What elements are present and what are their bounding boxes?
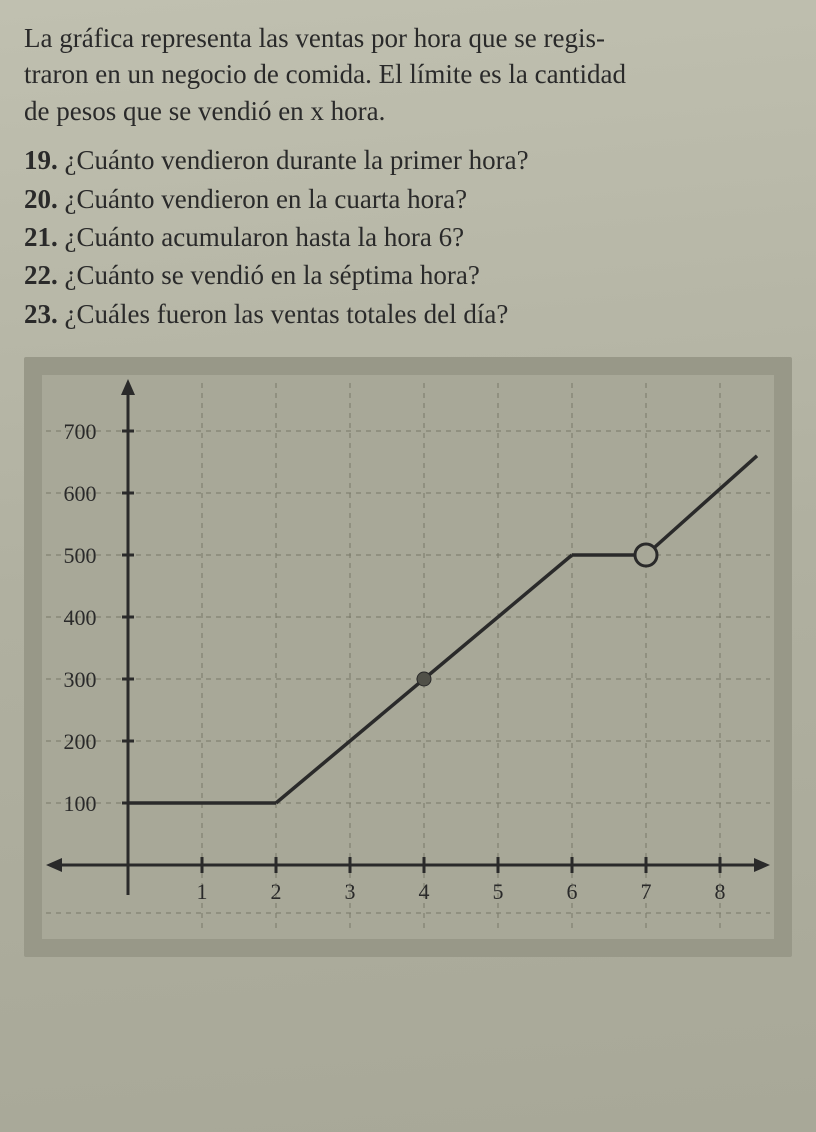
y-tick-label: 200	[64, 729, 97, 754]
arrowhead-left-icon	[46, 858, 62, 872]
y-tick-label: 300	[64, 667, 97, 692]
chart-svg: 1 2 3 4 5 6 7 8 100 200 300 400 500 600 700	[42, 375, 774, 939]
y-tick-label: 400	[64, 605, 97, 630]
q-num: 21.	[24, 222, 58, 252]
q-num: 20.	[24, 184, 58, 214]
intro-text: La gráfica representa las ventas por hor…	[24, 20, 792, 129]
data-point-solid	[417, 672, 431, 686]
q-text: ¿Cuánto vendieron durante la primer hora…	[65, 145, 529, 175]
question-21: 21. ¿Cuánto acumularon hasta la hora 6?	[24, 218, 792, 256]
questions-list: 19. ¿Cuánto vendieron durante la primer …	[24, 141, 792, 333]
data-segment	[646, 456, 757, 555]
x-tick-label: 6	[567, 879, 578, 904]
q-num: 22.	[24, 260, 58, 290]
q-text: ¿Cuáles fueron las ventas totales del dí…	[65, 299, 509, 329]
x-tick-label: 8	[715, 879, 726, 904]
page-root: La gráfica representa las ventas por hor…	[0, 0, 816, 1132]
y-tick-label: 600	[64, 481, 97, 506]
intro-line-1: La gráfica representa las ventas por hor…	[24, 23, 605, 53]
intro-line-2: traron en un negocio de comida. El límit…	[24, 59, 626, 89]
question-19: 19. ¿Cuánto vendieron durante la primer …	[24, 141, 792, 179]
y-tick-label: 700	[64, 419, 97, 444]
x-tick-label: 1	[197, 879, 208, 904]
x-tick-label: 7	[641, 879, 652, 904]
intro-line-3: de pesos que se vendió en x hora.	[24, 96, 385, 126]
x-tick-label: 3	[345, 879, 356, 904]
question-23: 23. ¿Cuáles fueron las ventas totales de…	[24, 295, 792, 333]
arrowhead-up-icon	[121, 379, 135, 395]
q-num: 23.	[24, 299, 58, 329]
chart-container: 1 2 3 4 5 6 7 8 100 200 300 400 500 600 700	[24, 357, 792, 957]
q-text: ¿Cuánto vendieron en la cuarta hora?	[65, 184, 468, 214]
arrowhead-right-icon	[754, 858, 770, 872]
question-20: 20. ¿Cuánto vendieron en la cuarta hora?	[24, 180, 792, 218]
q-num: 19.	[24, 145, 58, 175]
x-tick-label: 4	[419, 879, 430, 904]
y-tick-label: 500	[64, 543, 97, 568]
q-text: ¿Cuánto se vendió en la séptima hora?	[65, 260, 480, 290]
question-22: 22. ¿Cuánto se vendió en la séptima hora…	[24, 256, 792, 294]
q-text: ¿Cuánto acumularon hasta la hora 6?	[65, 222, 465, 252]
x-tick-label: 5	[493, 879, 504, 904]
data-point-hollow	[635, 544, 657, 566]
y-tick-label: 100	[64, 791, 97, 816]
x-tick-label: 2	[271, 879, 282, 904]
